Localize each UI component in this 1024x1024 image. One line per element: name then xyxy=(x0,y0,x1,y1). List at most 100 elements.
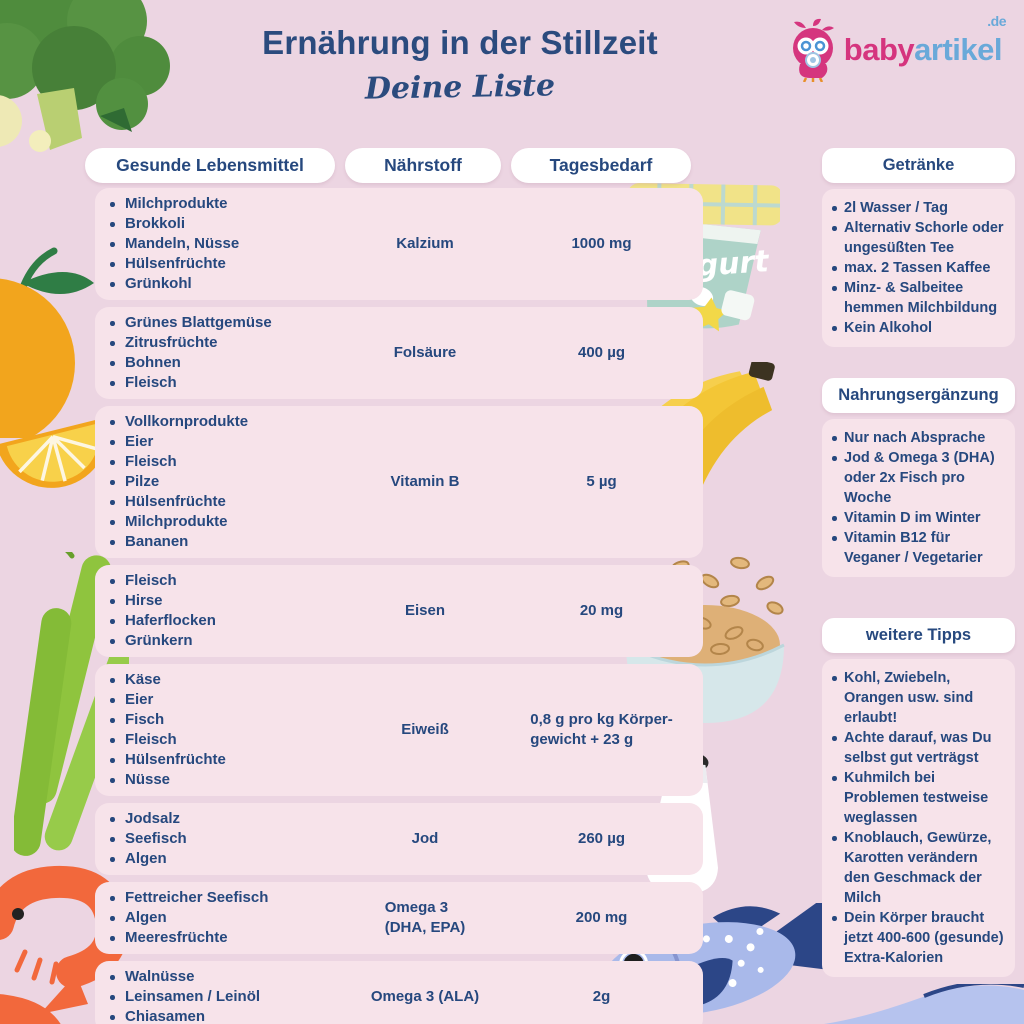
nutrient-cell: Omega 3 (DHA, EPA) xyxy=(350,898,500,938)
daily-cell: 20 mg xyxy=(500,601,703,621)
nutrient-value: Jod xyxy=(411,830,439,847)
nutrient-cell: Folsäure xyxy=(350,343,500,363)
food-item: Grünkern xyxy=(108,631,350,651)
sidebar-list-item: Achte darauf, was Du selbst gut verträgs… xyxy=(828,728,1007,768)
food-item: Fisch xyxy=(108,710,350,730)
nutrient-value: Folsäure xyxy=(393,344,457,361)
food-item: Grünes Blattgemüse xyxy=(108,313,350,333)
orange-icon xyxy=(0,243,102,448)
daily-cell: 0,8 g pro kg Körper- gewicht + 23 g xyxy=(500,710,703,750)
sidebar-box: Nahrungsergänzung Nur nach Absprache Jod &… xyxy=(822,378,1015,577)
food-item: Fleisch xyxy=(108,730,350,750)
food-item: Hirse xyxy=(108,591,350,611)
nutrient-value: Kalzium xyxy=(396,235,454,252)
table-row: Grünes Blattgemüse Zitrusfrüchte Bohnen Fle… xyxy=(95,307,703,399)
daily-value: 1000 mg xyxy=(571,235,632,252)
logo-baby-text: baby xyxy=(843,32,915,67)
food-item: Haferflocken xyxy=(108,611,350,631)
sidebar-list: Kohl, Zwiebeln, Orangen usw. sind erlaub… xyxy=(828,668,1007,968)
nutrient-value: Omega 3 (DHA, EPA) xyxy=(384,899,466,936)
food-item: Meeresfrüchte xyxy=(108,928,350,948)
column-header-daily: Tagesbedarf xyxy=(511,148,691,183)
nutrient-cell: Omega 3 (ALA) xyxy=(350,987,500,1007)
daily-value: 2g xyxy=(592,988,611,1005)
daily-value: 400 µg xyxy=(578,344,625,361)
nutrient-cell: Eisen xyxy=(350,601,500,621)
food-item: Brokkoli xyxy=(108,214,350,234)
nutrient-cell: Eiweiß xyxy=(350,720,500,740)
sidebar-list-item: Vitamin B12 für Veganer / Vegetarier xyxy=(828,528,1007,568)
food-item: Grünkohl xyxy=(108,274,350,294)
sidebar-box-panel: Nur nach Absprache Jod & Omega 3 (DHA) od… xyxy=(822,419,1015,577)
sidebar-list-item: Jod & Omega 3 (DHA) oder 2x Fisch pro Wo… xyxy=(828,448,1007,508)
food-item: Leinsamen / Leinöl xyxy=(108,987,350,1007)
food-item: Käse xyxy=(108,670,350,690)
sidebar-box: weitere Tipps Kohl, Zwiebeln, Orangen usw… xyxy=(822,618,1015,977)
food-list: Milchprodukte Brokkoli Mandeln, Nüsse Hülse… xyxy=(95,194,350,294)
food-item: Zitrusfrüchte xyxy=(108,333,350,353)
table-row: Walnüsse Leinsamen / Leinöl Chiasamen Omega… xyxy=(95,961,703,1024)
food-item: Fleisch xyxy=(108,452,350,472)
food-item: Fettreicher Seefisch xyxy=(108,888,350,908)
nutrient-value: Eiweiß xyxy=(401,721,449,738)
page-title: Ernährung in der Stillzeit xyxy=(262,24,658,61)
food-item: Walnüsse xyxy=(108,967,350,987)
food-list: Walnüsse Leinsamen / Leinöl Chiasamen xyxy=(95,967,350,1024)
sidebar-box: Getränke 2l Wasser / Tag Alternativ Schorl… xyxy=(822,148,1015,347)
daily-cell: 400 µg xyxy=(500,343,703,363)
food-list: Jodsalz Seefisch Algen xyxy=(95,809,350,869)
food-item: Eier xyxy=(108,690,350,710)
food-list: Käse Eier Fisch Fleisch Hülsenfrüchte Nüsse xyxy=(95,670,350,790)
food-list: Grünes Blattgemüse Zitrusfrüchte Bohnen Fle… xyxy=(95,313,350,393)
daily-cell: 260 µg xyxy=(500,829,703,849)
food-item: Seefisch xyxy=(108,829,350,849)
sidebar-list-item: Nur nach Absprache xyxy=(828,428,1007,448)
sidebar-list-item: Vitamin D im Winter xyxy=(828,508,1007,528)
bird-mascot-icon xyxy=(786,18,840,87)
food-item: Fleisch xyxy=(108,373,350,393)
daily-value: 200 mg xyxy=(575,909,628,926)
sidebar-box-panel: Kohl, Zwiebeln, Orangen usw. sind erlaub… xyxy=(822,659,1015,977)
food-item: Pilze xyxy=(108,472,350,492)
food-item: Nüsse xyxy=(108,770,350,790)
food-list: Fleisch Hirse Haferflocken Grünkern xyxy=(95,571,350,651)
table-row: Fettreicher Seefisch Algen Meeresfrüchte Om… xyxy=(95,882,703,954)
table-row: Käse Eier Fisch Fleisch Hülsenfrüchte Nüsse Ei… xyxy=(95,664,703,796)
food-item: Hülsenfrüchte xyxy=(108,750,350,770)
daily-value: 0,8 g pro kg Körper- gewicht + 23 g xyxy=(530,711,673,748)
sidebar-box-panel: 2l Wasser / Tag Alternativ Schorle oder u… xyxy=(822,189,1015,347)
sidebar-box-title: Getränke xyxy=(822,148,1015,183)
food-item: Hülsenfrüchte xyxy=(108,254,350,274)
sidebar-list-item: Alternativ Schorle oder ungesüßten Tee xyxy=(828,218,1007,258)
sidebar-list: Nur nach Absprache Jod & Omega 3 (DHA) od… xyxy=(828,428,1007,568)
sidebar-list-item: Kohl, Zwiebeln, Orangen usw. sind erlaub… xyxy=(828,668,1007,728)
sidebar-list-item: max. 2 Tassen Kaffee xyxy=(828,258,1007,278)
sidebar-box-title: Nahrungsergänzung xyxy=(822,378,1015,413)
sidebar-list-item: Kuhmilch bei Problemen testweise weglass… xyxy=(828,768,1007,828)
daily-value: 5 µg xyxy=(586,473,617,490)
page-subtitle: Deine Liste xyxy=(364,68,556,107)
sidebar-list-item: Kein Alkohol xyxy=(828,318,1007,338)
sidebar-list-item: Dein Körper braucht jetzt 400-600 (gesun… xyxy=(828,908,1007,968)
food-item: Chiasamen xyxy=(108,1007,350,1024)
food-item: Vollkornprodukte xyxy=(108,412,350,432)
food-item: Hülsenfrüchte xyxy=(108,492,350,512)
sidebar-list: 2l Wasser / Tag Alternativ Schorle oder u… xyxy=(828,198,1007,338)
food-item: Algen xyxy=(108,908,350,928)
daily-cell: 2g xyxy=(500,987,703,1007)
babyartikel-logo: babyartikel .de xyxy=(786,13,1006,87)
food-list: Vollkornprodukte Eier Fleisch Pilze Hülsenfr… xyxy=(95,412,350,552)
logo-artikel-text: artikel xyxy=(914,32,1002,67)
nutrient-cell: Vitamin B xyxy=(350,472,500,492)
food-list: Fettreicher Seefisch Algen Meeresfrüchte xyxy=(95,888,350,948)
table-row: Jodsalz Seefisch Algen Jod 260 µg xyxy=(95,803,703,875)
nutrient-value: Eisen xyxy=(404,602,446,619)
food-item: Mandeln, Nüsse xyxy=(108,234,350,254)
daily-cell: 1000 mg xyxy=(500,234,703,254)
daily-value: 260 µg xyxy=(578,830,625,847)
food-item: Bananen xyxy=(108,532,350,552)
sidebar-list-item: Knoblauch, Gewürze, Karotten verändern d… xyxy=(828,828,1007,908)
table-row: Fleisch Hirse Haferflocken Grünkern Eisen 20 … xyxy=(95,565,703,657)
logo-tld-text: .de xyxy=(987,13,1006,29)
